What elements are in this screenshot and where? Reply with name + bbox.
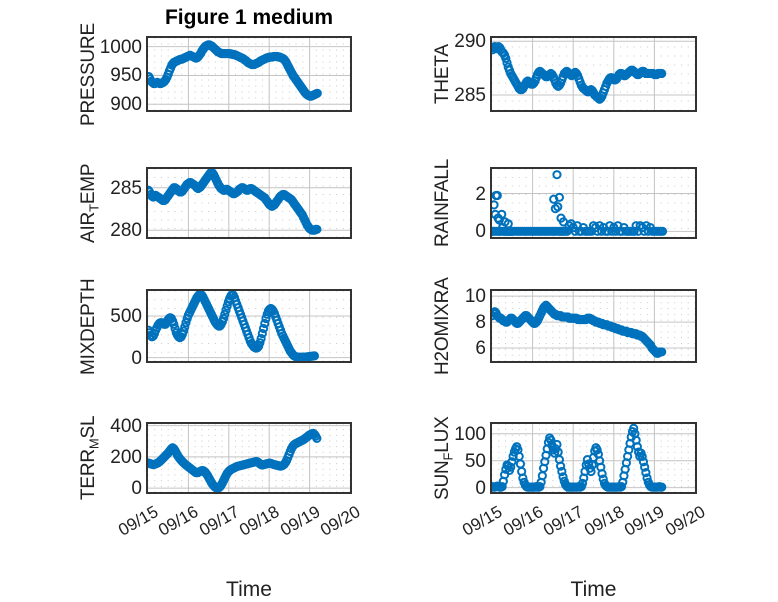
axes-mid-lower-left [146, 289, 352, 363]
axes-mid-upper-left [146, 167, 352, 239]
data-series-mid-upper-right [492, 170, 668, 236]
y-tick-label: 50 [464, 450, 486, 472]
y-tick-label: 0 [131, 478, 142, 500]
y-tick-label: 950 [110, 65, 142, 87]
y-tick-label: 2 [475, 183, 486, 205]
y-axis-label-top-left: PRESSURE [78, 22, 99, 126]
data-series-mid-upper-left [148, 169, 322, 235]
y-axis-label-mid-upper-right: RAINFALL [432, 158, 453, 247]
y-tick-label: 100 [454, 423, 486, 445]
y-tick-label: 900 [110, 94, 142, 116]
axes-bottom-left [146, 422, 352, 494]
data-series-mid-lower-right [492, 300, 667, 358]
y-tick-label: 500 [110, 306, 142, 327]
axes-mid-upper-right [490, 167, 697, 239]
data-series-top-right [492, 42, 667, 104]
data-series-mid-lower-left [148, 291, 320, 361]
y-tick-label: 0 [475, 477, 486, 499]
y-tick-label: 1000 [99, 36, 142, 58]
y-axis-label-mid-lower-left: MIXDEPTH [78, 277, 99, 375]
y-tick-label: 10 [464, 286, 486, 308]
y-tick-label: 6 [475, 338, 486, 360]
y-tick-label: 200 [110, 446, 142, 468]
y-axis-label-top-right: THETA [432, 44, 453, 104]
x-axis-label: Time [226, 578, 272, 601]
axes-top-right [490, 36, 697, 112]
y-axis-label-bottom-right: SUNFLUX [432, 416, 456, 500]
data-series-bottom-right [492, 424, 667, 492]
figure-title: Figure 1 medium [164, 6, 334, 29]
data-series-bottom-left [148, 428, 322, 492]
x-axis-label: Time [570, 578, 617, 601]
axes-top-left [146, 36, 352, 112]
y-tick-label: 285 [110, 177, 142, 199]
y-tick-label: 8 [475, 312, 486, 334]
y-axis-label-bottom-left: TERRMSL [78, 415, 102, 500]
y-tick-label: 0 [131, 347, 142, 369]
y-tick-label: 280 [110, 220, 142, 242]
gridlines [492, 291, 695, 361]
data-series-top-left [148, 40, 322, 101]
axes-mid-lower-right [490, 289, 697, 363]
figure-canvas: 900 950 1000 PRESSURE Figure 1 medium 285 290 T… [78, 6, 709, 601]
y-axis-label-mid-upper-left: AIRTEMP [78, 163, 102, 243]
y-axis-label-mid-lower-right: H2OMIXRA [432, 277, 453, 375]
y-tick-label: 400 [110, 415, 142, 437]
y-tick-label: 285 [454, 84, 486, 106]
y-tick-label: 0 [475, 221, 486, 243]
y-tick-label: 290 [454, 31, 486, 53]
axes-bottom-right [490, 422, 697, 494]
